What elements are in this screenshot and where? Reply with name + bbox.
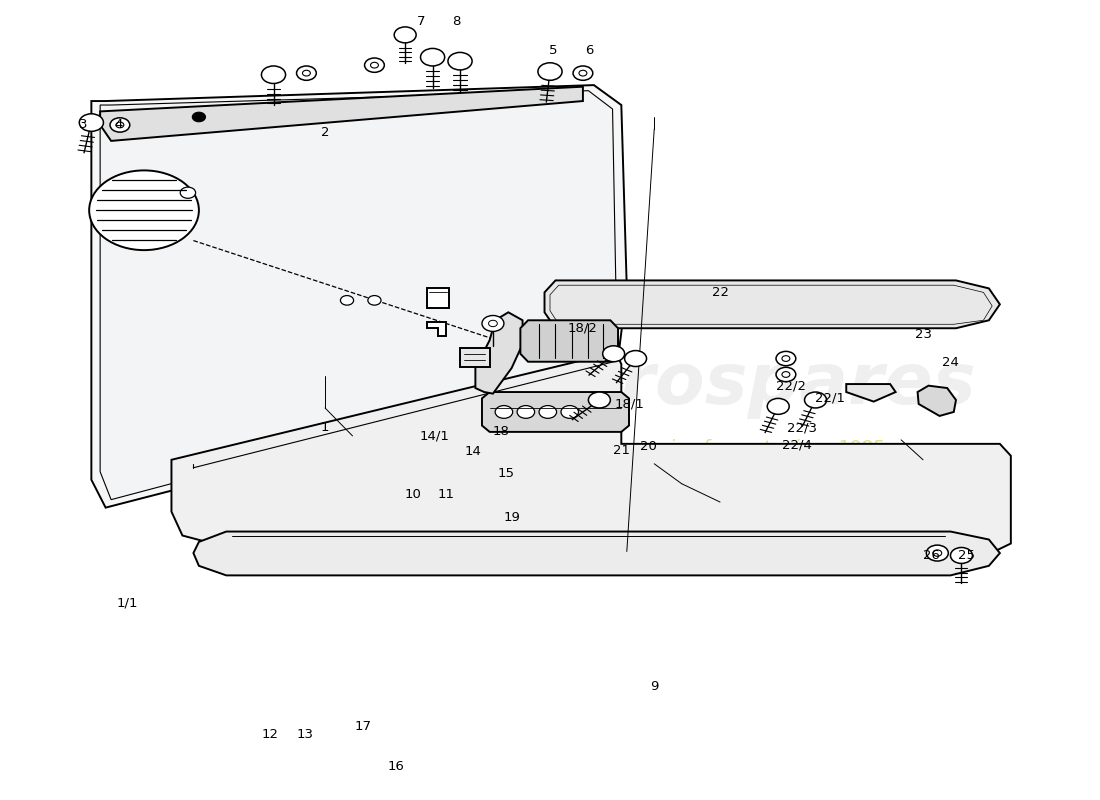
Text: 24: 24 (942, 356, 959, 369)
Circle shape (573, 66, 593, 80)
Circle shape (488, 320, 497, 326)
Circle shape (782, 356, 790, 362)
Text: 25: 25 (958, 549, 976, 562)
Circle shape (495, 406, 513, 418)
Text: 6: 6 (585, 44, 594, 58)
Text: 2: 2 (321, 126, 329, 139)
Circle shape (579, 70, 587, 76)
Circle shape (588, 392, 610, 408)
Text: 22/3: 22/3 (788, 422, 817, 434)
Text: 5: 5 (549, 44, 558, 58)
Text: 4: 4 (114, 118, 123, 131)
Circle shape (180, 187, 196, 198)
Polygon shape (172, 352, 1011, 551)
Text: 18: 18 (492, 426, 509, 438)
Circle shape (561, 406, 579, 418)
Text: 10: 10 (405, 487, 421, 501)
Polygon shape (100, 86, 583, 141)
Circle shape (420, 49, 444, 66)
Circle shape (782, 372, 790, 378)
Text: 1/1: 1/1 (117, 597, 139, 610)
Polygon shape (91, 85, 627, 508)
Text: 20: 20 (640, 440, 657, 453)
Text: 22/4: 22/4 (782, 439, 812, 452)
Circle shape (110, 118, 130, 132)
Circle shape (933, 550, 942, 556)
Text: 14/1: 14/1 (420, 430, 450, 442)
Polygon shape (475, 312, 522, 394)
Text: 1: 1 (321, 422, 329, 434)
Text: 8: 8 (452, 15, 461, 28)
Text: 22/2: 22/2 (777, 379, 806, 392)
Circle shape (79, 114, 103, 131)
Polygon shape (544, 281, 1000, 328)
Circle shape (302, 70, 310, 76)
Circle shape (603, 346, 625, 362)
Polygon shape (917, 386, 956, 416)
Text: 23: 23 (914, 328, 932, 341)
Text: 21: 21 (613, 444, 630, 457)
Polygon shape (482, 392, 629, 432)
Text: 13: 13 (297, 728, 313, 742)
Polygon shape (194, 531, 1000, 575)
Circle shape (262, 66, 286, 83)
Text: 16: 16 (388, 760, 405, 774)
Text: a passion for parts since 1985: a passion for parts since 1985 (612, 439, 883, 457)
Circle shape (340, 295, 353, 305)
Polygon shape (460, 348, 490, 366)
Text: 17: 17 (355, 720, 372, 734)
Text: 9: 9 (650, 681, 659, 694)
Circle shape (192, 112, 206, 122)
Circle shape (517, 406, 535, 418)
Circle shape (297, 66, 317, 80)
Circle shape (116, 122, 124, 128)
Text: 11: 11 (438, 487, 454, 501)
Circle shape (448, 53, 472, 70)
Circle shape (89, 170, 199, 250)
Text: 3: 3 (79, 118, 88, 131)
Circle shape (950, 547, 972, 563)
Polygon shape (520, 320, 618, 362)
Polygon shape (427, 288, 449, 308)
Text: 15: 15 (497, 467, 515, 480)
Text: 12: 12 (262, 728, 278, 742)
Circle shape (804, 392, 826, 408)
Text: 19: 19 (503, 511, 520, 525)
Text: 18/1: 18/1 (614, 398, 644, 410)
Circle shape (776, 367, 795, 382)
Polygon shape (846, 384, 895, 402)
Circle shape (926, 545, 948, 561)
Text: eurospares: eurospares (519, 350, 976, 418)
Circle shape (539, 406, 557, 418)
Circle shape (482, 315, 504, 331)
Text: 22: 22 (712, 286, 728, 299)
Circle shape (538, 62, 562, 80)
Circle shape (371, 62, 378, 68)
Text: 26: 26 (923, 549, 940, 562)
Circle shape (364, 58, 384, 72)
Text: 18/2: 18/2 (568, 322, 598, 334)
Polygon shape (100, 90, 616, 500)
Text: 22/1: 22/1 (815, 392, 845, 405)
Polygon shape (427, 322, 446, 336)
Circle shape (367, 295, 381, 305)
Circle shape (625, 350, 647, 366)
Circle shape (768, 398, 789, 414)
Text: 14: 14 (465, 446, 482, 458)
Circle shape (776, 351, 795, 366)
Circle shape (394, 27, 416, 43)
Text: 7: 7 (417, 15, 426, 28)
